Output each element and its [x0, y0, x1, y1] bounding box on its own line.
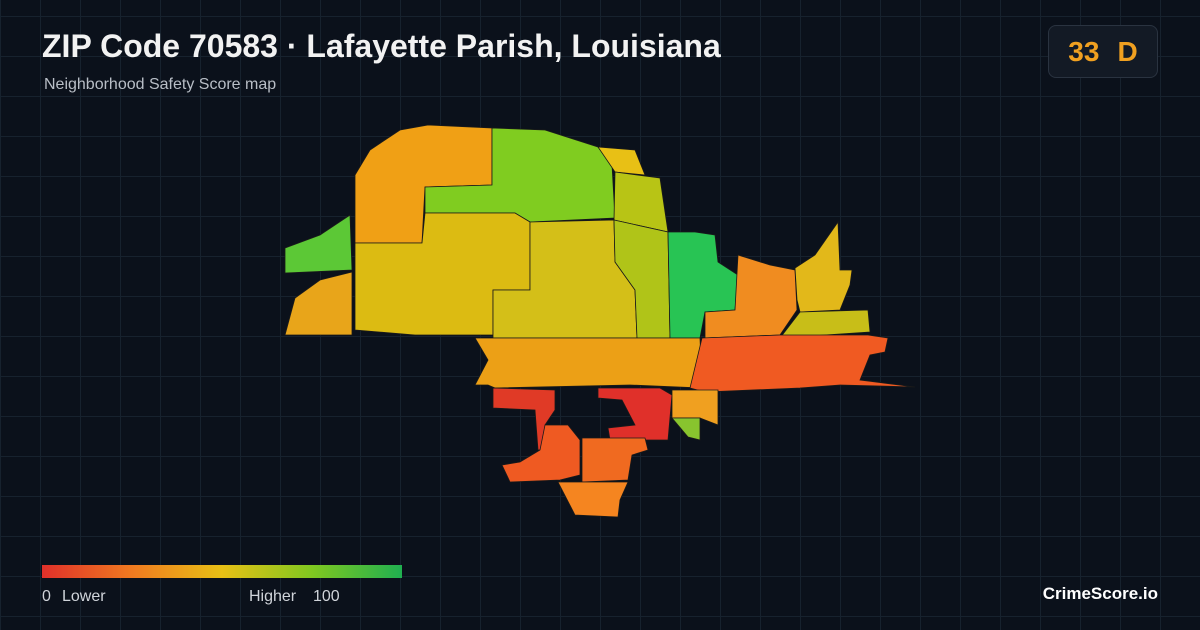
- legend-max-label: Higher: [249, 588, 297, 605]
- neighborhood: [689, 334, 916, 393]
- neighborhood: [284, 214, 353, 274]
- neighborhood: [284, 271, 353, 336]
- neighborhood: [597, 146, 646, 176]
- neighborhood: [557, 481, 629, 518]
- legend-colorbar: [42, 565, 402, 578]
- title: ZIP Code 70583 · Lafayette Parish, Louis…: [42, 28, 721, 64]
- legend-min-label: Lower: [62, 588, 106, 605]
- brand: CrimeScore.io: [1042, 584, 1158, 603]
- score-grade: D: [1117, 35, 1138, 67]
- neighborhood: [779, 309, 871, 339]
- legend-max: 100: [313, 588, 340, 605]
- legend-min: 0: [42, 588, 51, 605]
- neighborhood: [671, 389, 719, 426]
- score-badge: 33 D: [1048, 25, 1158, 78]
- neighborhood: [671, 417, 701, 441]
- neighborhood: [794, 220, 853, 313]
- neighborhood: [474, 337, 703, 389]
- neighborhood: [354, 124, 493, 244]
- neighborhood: [597, 387, 673, 441]
- score-value: 33: [1068, 35, 1100, 67]
- neighborhood: [581, 437, 649, 483]
- subtitle: Neighborhood Safety Score map: [44, 76, 277, 93]
- neighborhood: [501, 424, 581, 483]
